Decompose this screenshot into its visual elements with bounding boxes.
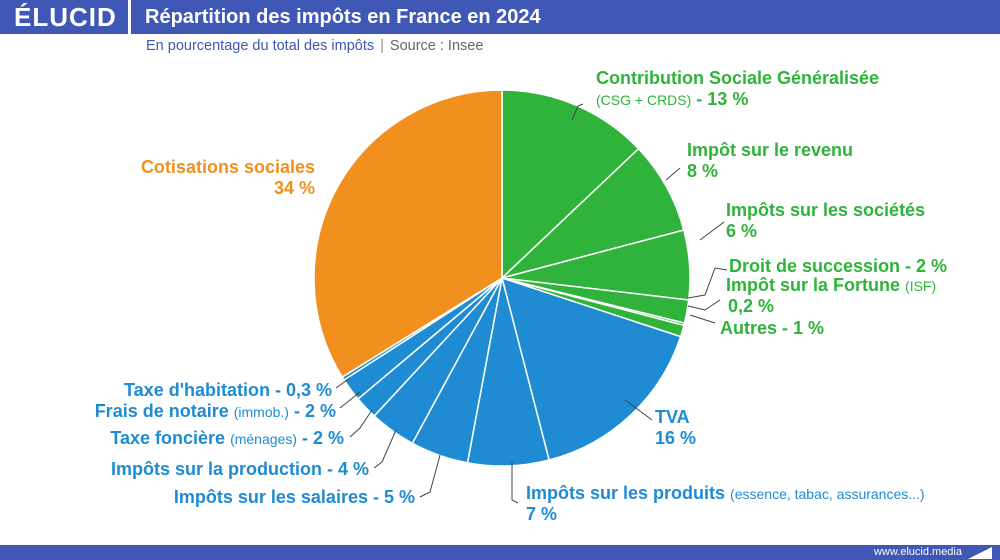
label-produits-detail: (essence, tabac, assurances...) <box>730 486 925 502</box>
brand-logo: ÉLUCID <box>0 0 128 34</box>
label-fonciere-title: Taxe foncière <box>110 428 226 448</box>
label-isf-detail: (ISF) <box>905 278 937 294</box>
leader-line-fonciere <box>349 409 373 438</box>
label-csg-title: Contribution Sociale Généralisée <box>596 68 880 88</box>
pie-slice-1 <box>501 147 685 279</box>
subtitle-text: En pourcentage du total des impôts <box>146 38 375 54</box>
leader-line-ir <box>665 167 681 181</box>
label-csg-value: - 13 % <box>691 88 749 109</box>
label-notaire-title: Frais de notaire <box>94 401 229 421</box>
source-text: Source : Insee <box>389 38 484 54</box>
label-fonciere: Taxe foncière (ménages) - 2 % <box>110 428 344 449</box>
chart-subtitle: En pourcentage du total des impôts | Sourc… <box>146 38 483 54</box>
label-cotisations-value: 34 % <box>273 177 315 198</box>
label-tva: TVA 16 % <box>655 407 696 448</box>
label-csg: Contribution Sociale Généralisée (CSG + … <box>596 68 879 109</box>
label-produits-title: Impôts sur les produits <box>526 483 726 503</box>
leader-line-isf <box>687 299 721 311</box>
label-ir: Impôt sur le revenu 8 % <box>687 140 853 181</box>
leader-line-notaire <box>339 391 361 409</box>
leader-line-habitation <box>335 377 351 389</box>
pie-slice-6 <box>500 276 682 461</box>
pie-chart <box>313 89 728 504</box>
label-is-value: 6 % <box>726 220 758 241</box>
label-tva-value: 16 % <box>655 427 697 448</box>
label-isf: Impôt sur la Fortune (ISF) 0,2 % <box>726 275 936 316</box>
label-isf-title: Impôt sur la Fortune <box>726 275 901 295</box>
leader-line-salaires <box>419 454 441 498</box>
chart-title: Répartition des impôts en France en 2024 <box>131 0 1000 34</box>
label-cotisations: Cotisations sociales 34 % <box>141 157 315 198</box>
leader-line-csg <box>571 103 584 121</box>
label-habitation: Taxe d'habitation - 0,3 % <box>124 380 332 400</box>
subtitle-separator: | <box>380 38 384 54</box>
leader-line-tva <box>624 399 653 421</box>
label-succession: Droit de succession - 2 % <box>729 256 948 276</box>
brand-mark-icon <box>968 547 992 559</box>
pie-slice-13 <box>313 89 503 379</box>
footer-url: www.elucid.media <box>873 546 962 558</box>
leader-line-autres <box>689 314 716 324</box>
label-fonciere-detail: (ménages) <box>230 431 297 447</box>
label-is-title: Impôts sur les sociétés <box>726 200 926 220</box>
label-isf-value: 0,2 % <box>728 295 775 316</box>
label-fonciere-value: - 2 % <box>296 428 344 448</box>
label-produits-value: 7 % <box>526 503 558 524</box>
label-notaire-value: - 2 % <box>288 401 336 421</box>
label-notaire-detail: (immob.) <box>233 404 289 420</box>
leader-line-is <box>699 221 725 241</box>
label-produits: Impôts sur les produits (essence, tabac,… <box>526 483 925 524</box>
leader-line-succession <box>687 267 728 299</box>
label-csg-detail: (CSG + CRDS) <box>596 91 692 108</box>
footer-bar: www.elucid.media <box>0 545 1000 560</box>
leader-lines <box>335 103 728 504</box>
label-salaires: Impôts sur les salaires - 5 % <box>173 487 415 507</box>
pie-slice-0 <box>501 89 640 280</box>
label-tva-title: TVA <box>655 407 690 427</box>
leader-line-production <box>373 429 397 469</box>
label-ir-title: Impôt sur le revenu <box>687 140 854 160</box>
label-is: Impôts sur les sociétés 6 % <box>726 200 925 241</box>
leader-line-produits <box>511 462 519 504</box>
label-notaire: Frais de notaire (immob.) - 2 % <box>95 401 336 422</box>
label-autres: Autres - 1 % <box>720 318 825 338</box>
label-ir-value: 8 % <box>687 160 719 181</box>
pie-slices <box>313 89 691 467</box>
label-production: Impôts sur la production - 4 % <box>110 459 369 479</box>
label-cotisations-title: Cotisations sociales <box>140 157 315 177</box>
